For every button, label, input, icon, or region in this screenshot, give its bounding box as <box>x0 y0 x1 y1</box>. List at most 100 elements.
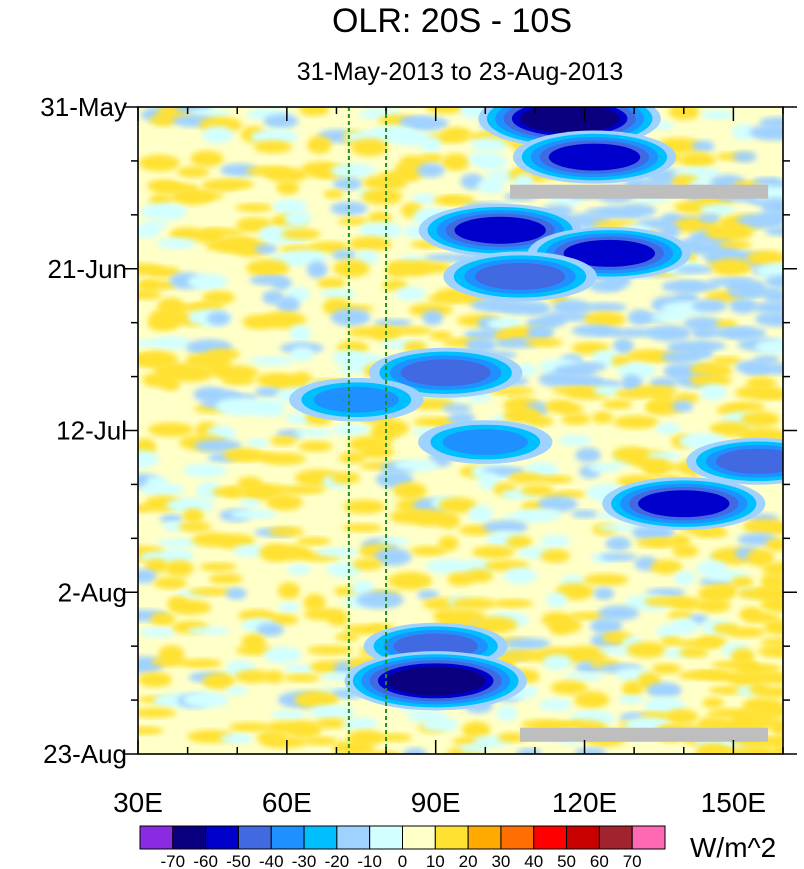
field-cell <box>253 140 293 154</box>
field-cell <box>766 736 783 746</box>
field-cell <box>516 748 542 754</box>
field-cell <box>335 632 360 642</box>
colorbar-swatch <box>631 825 666 850</box>
field-cell <box>746 746 777 754</box>
field-cell <box>618 694 644 704</box>
field-cell <box>139 627 177 638</box>
anomaly-core <box>454 216 546 244</box>
field-cell <box>317 277 346 289</box>
x-tick-label: 150E <box>701 787 766 818</box>
field-cell <box>394 459 439 472</box>
field-cell <box>622 680 643 698</box>
field-cell <box>538 698 573 711</box>
field-cell <box>188 587 233 596</box>
field-cell <box>260 735 308 749</box>
colorbar-swatch <box>598 825 633 850</box>
field-cell <box>547 312 594 322</box>
field-cell <box>225 587 247 600</box>
field-cell <box>487 317 523 330</box>
field-cell <box>232 544 267 557</box>
plot-area <box>138 107 783 754</box>
field-cell <box>263 646 302 664</box>
field-cell <box>255 244 278 254</box>
field-cell <box>403 747 427 754</box>
field-cell <box>474 154 508 170</box>
field-cell <box>230 509 278 520</box>
field-cell <box>764 289 783 304</box>
field-cell <box>156 237 197 250</box>
field-cell <box>254 387 281 397</box>
field-cell <box>283 664 319 674</box>
colorbar-swatch <box>237 825 272 850</box>
field-cell <box>138 450 160 469</box>
field-cell <box>276 180 300 195</box>
field-cell <box>220 733 254 744</box>
field-cell <box>140 482 185 496</box>
field-cell <box>503 567 537 585</box>
field-cell <box>358 221 403 240</box>
field-cell <box>144 558 169 574</box>
field-cell <box>350 138 389 157</box>
field-cell <box>178 521 212 532</box>
field-cell <box>138 707 177 718</box>
field-cell <box>593 587 615 600</box>
field-cell <box>752 301 783 314</box>
field-cell <box>249 356 296 366</box>
field-cell <box>651 312 688 322</box>
field-cell <box>148 422 194 437</box>
field-cell <box>724 326 767 340</box>
field-cell <box>699 204 736 216</box>
field-cell <box>669 618 699 635</box>
field-cell <box>709 421 750 437</box>
field-cell <box>588 463 621 473</box>
colorbar-label: -30 <box>292 852 317 869</box>
field-cell <box>162 521 187 532</box>
y-tick-label: 2-Aug <box>58 577 127 607</box>
field-cell <box>187 626 231 635</box>
field-cell <box>271 276 292 291</box>
field-cell <box>307 135 332 154</box>
field-cell <box>349 236 392 252</box>
field-cell <box>259 311 307 329</box>
colorbar-swatch <box>434 825 469 850</box>
field-cell <box>730 576 754 588</box>
field-cell <box>651 663 682 675</box>
field-cell <box>761 562 783 577</box>
colorbar-label: 10 <box>426 852 445 869</box>
field-cell <box>650 559 683 575</box>
x-tick-label: 30E <box>113 787 163 818</box>
field-cell <box>525 338 564 348</box>
field-cell <box>425 559 469 574</box>
field-cell <box>223 179 254 190</box>
field-cell <box>613 338 634 355</box>
field-cell <box>327 610 349 626</box>
field-cell <box>306 261 328 279</box>
field-cell <box>589 618 623 634</box>
field-cell <box>315 717 348 729</box>
field-cell <box>695 341 726 351</box>
field-cell <box>465 337 497 354</box>
field-cell <box>151 656 189 667</box>
field-cell <box>263 114 299 129</box>
field-cell <box>574 747 607 754</box>
field-cell <box>731 123 757 141</box>
field-cell <box>182 508 204 524</box>
field-cell <box>375 419 410 437</box>
field-cell <box>277 582 300 600</box>
field-cell <box>520 415 554 427</box>
colorbar-label: 0 <box>398 852 407 869</box>
field-cell <box>266 494 303 511</box>
colorbar-label: 60 <box>590 852 609 869</box>
anomaly-core <box>520 107 620 133</box>
field-cell <box>679 646 709 658</box>
field-cell <box>755 363 783 375</box>
chart-title: OLR: 20S - 10S <box>332 2 572 40</box>
field-cell <box>338 217 370 226</box>
field-cell <box>732 151 757 163</box>
field-cell <box>235 203 273 213</box>
field-cell <box>268 526 304 537</box>
field-cell <box>374 548 412 566</box>
field-cell <box>655 422 681 435</box>
field-cell <box>362 750 401 754</box>
field-cell <box>711 356 742 365</box>
